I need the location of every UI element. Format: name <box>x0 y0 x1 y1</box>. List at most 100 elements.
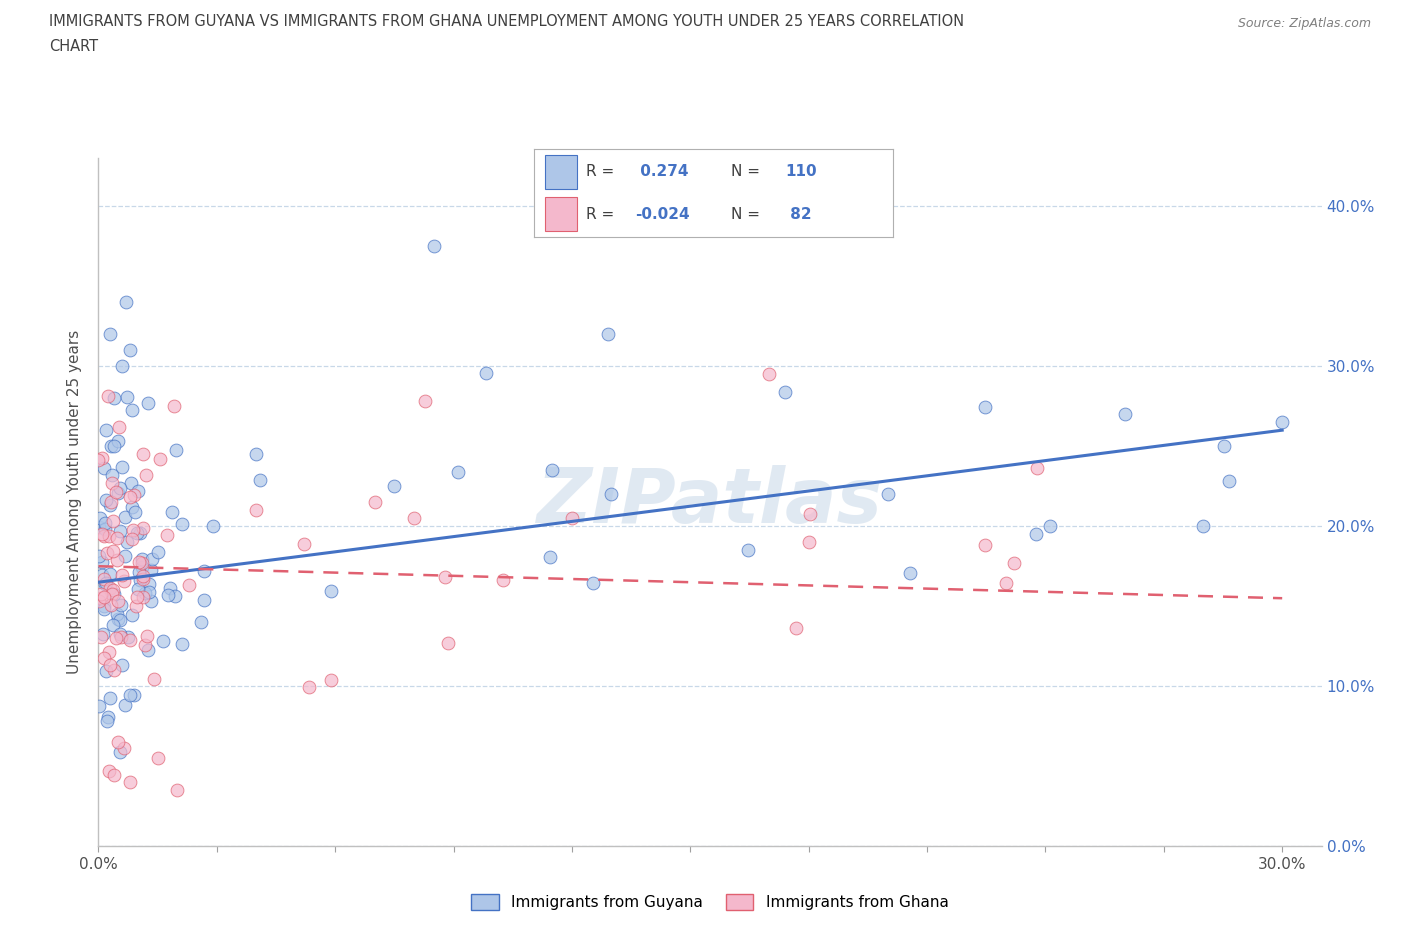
Point <box>94 577 117 591</box>
Point <box>100 566 122 581</box>
Point <box>120 632 142 647</box>
Point <box>93 651 115 666</box>
Point <box>103 768 125 783</box>
Point <box>170 517 193 532</box>
Point <box>165 442 187 457</box>
Point <box>382 479 405 494</box>
Point <box>758 366 780 381</box>
Point <box>141 551 163 566</box>
Text: 82: 82 <box>785 206 811 221</box>
Point <box>87 520 110 535</box>
Point <box>121 531 143 546</box>
Point <box>98 580 121 595</box>
Point <box>118 775 141 790</box>
Point <box>115 295 138 310</box>
Point <box>114 509 136 524</box>
Point <box>107 433 129 448</box>
Point <box>136 643 159 658</box>
Point <box>319 673 342 688</box>
Point <box>91 627 114 642</box>
Point <box>120 475 142 490</box>
Point <box>90 630 112 644</box>
Point <box>93 590 115 604</box>
Text: ZIPatlas: ZIPatlas <box>537 465 883 539</box>
Point <box>96 713 118 728</box>
Point <box>249 472 271 487</box>
Point <box>90 587 112 602</box>
Point <box>973 399 995 414</box>
Point <box>179 578 201 592</box>
Point <box>131 446 153 461</box>
Point <box>111 568 134 583</box>
Point <box>138 576 160 591</box>
Point <box>112 740 135 755</box>
Point <box>423 239 446 254</box>
Point <box>97 710 120 724</box>
Text: 110: 110 <box>785 165 817 179</box>
Point <box>128 565 150 579</box>
Point <box>108 481 131 496</box>
Point <box>105 607 128 622</box>
Point <box>108 744 131 759</box>
Point <box>107 593 129 608</box>
Point <box>100 498 122 512</box>
Point <box>131 555 153 570</box>
Text: R =: R = <box>586 206 620 221</box>
Text: 0.274: 0.274 <box>634 165 688 179</box>
Point <box>101 475 124 490</box>
Bar <box>546 197 578 231</box>
Point <box>152 633 174 648</box>
Point <box>121 499 143 514</box>
Point <box>93 522 115 537</box>
Point <box>93 528 115 543</box>
Point <box>146 545 169 560</box>
Point <box>97 389 120 404</box>
Point <box>1002 556 1025 571</box>
Point <box>98 691 121 706</box>
Point <box>159 580 181 595</box>
Point <box>1114 407 1136 422</box>
Point <box>131 590 153 604</box>
Point <box>162 504 184 519</box>
Point <box>135 629 157 644</box>
Point <box>142 672 165 687</box>
Point <box>115 390 138 405</box>
Point <box>128 573 150 588</box>
Point <box>93 460 115 475</box>
Point <box>138 585 160 600</box>
Point <box>108 524 131 538</box>
Point <box>1025 526 1047 541</box>
Point <box>135 468 157 483</box>
Text: IMMIGRANTS FROM GUYANA VS IMMIGRANTS FROM GHANA UNEMPLOYMENT AMONG YOUTH UNDER 2: IMMIGRANTS FROM GUYANA VS IMMIGRANTS FRO… <box>49 14 965 29</box>
Point <box>561 511 583 525</box>
Point <box>166 783 188 798</box>
Point <box>737 542 759 557</box>
Point <box>600 486 623 501</box>
Point <box>131 552 153 567</box>
Point <box>1218 474 1240 489</box>
Point <box>1192 519 1215 534</box>
Point <box>1039 518 1062 533</box>
Point <box>128 525 150 540</box>
Point <box>98 658 121 672</box>
Point <box>404 511 426 525</box>
Point <box>114 549 136 564</box>
Point <box>100 587 122 602</box>
Point <box>190 614 212 629</box>
Point <box>134 585 156 600</box>
Point <box>163 398 186 413</box>
Point <box>121 607 143 622</box>
Point <box>125 599 148 614</box>
Text: N =: N = <box>731 206 765 221</box>
Point <box>128 554 150 569</box>
Point <box>139 593 162 608</box>
Point <box>108 419 131 434</box>
Point <box>582 576 605 591</box>
Point <box>103 513 125 528</box>
Point <box>107 485 129 500</box>
Point <box>541 463 564 478</box>
Point <box>172 636 194 651</box>
Point <box>797 535 820 550</box>
Point <box>96 546 118 561</box>
Point <box>193 564 215 578</box>
